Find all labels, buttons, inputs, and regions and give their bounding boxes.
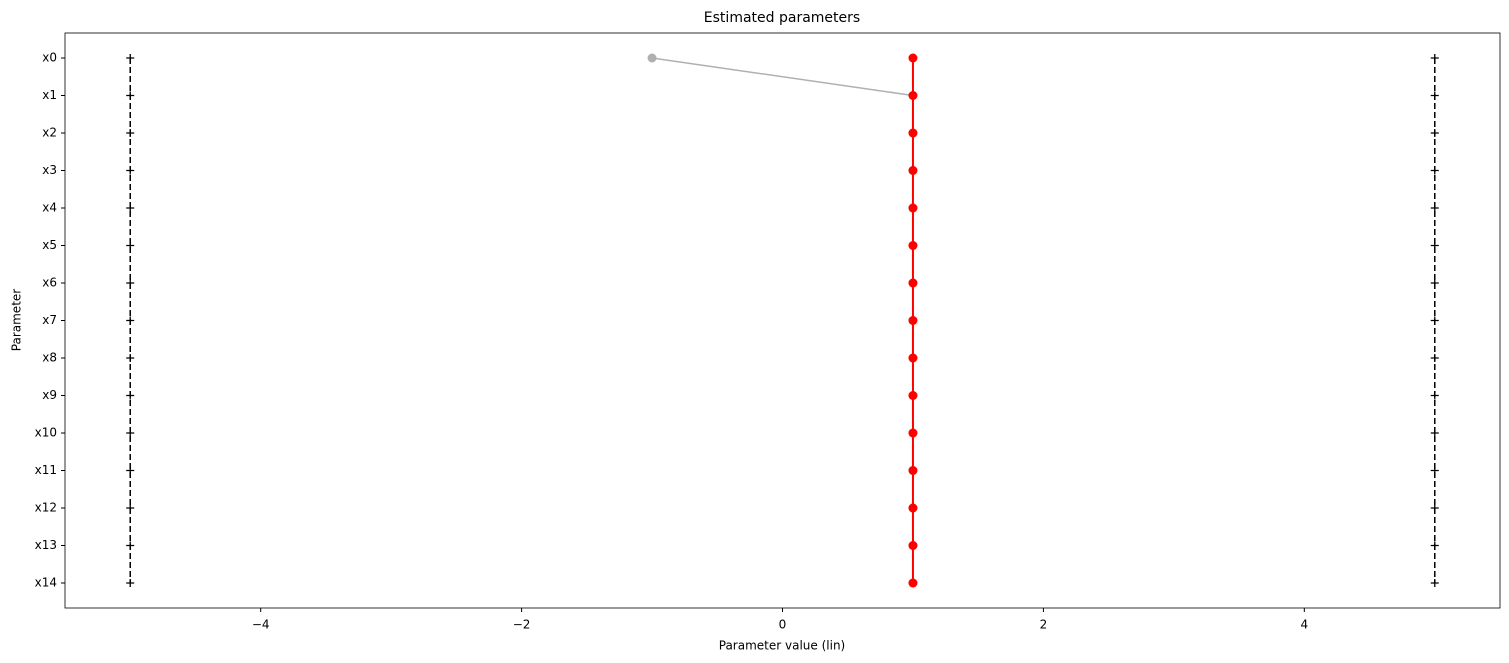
y-axis-label: Parameter [10, 289, 24, 351]
y-tick-label: x0 [42, 51, 57, 65]
point-marker [908, 541, 918, 550]
point-marker [908, 166, 918, 175]
point-marker [908, 241, 918, 250]
chart-title: Estimated parameters [704, 10, 860, 26]
y-tick-label: x11 [35, 463, 57, 477]
point-marker [126, 429, 135, 437]
point-marker [1430, 579, 1439, 587]
y-tick-label: x7 [42, 313, 57, 327]
point-marker [1430, 429, 1439, 437]
point-marker [908, 466, 918, 475]
x-axis-label: Parameter value (lin) [719, 639, 845, 653]
y-tick-label: x14 [35, 576, 57, 590]
point-marker [908, 503, 918, 513]
point-marker [1430, 279, 1439, 287]
x-tick-label: −2 [513, 618, 531, 632]
point-marker [1430, 91, 1439, 100]
point-marker [908, 53, 918, 63]
point-marker [1430, 54, 1439, 62]
point-marker [908, 578, 918, 588]
point-marker [1430, 241, 1439, 250]
point-marker [126, 166, 135, 175]
point-marker [126, 541, 135, 550]
y-tick-label: x9 [42, 388, 57, 402]
point-marker [126, 279, 135, 287]
point-marker [126, 204, 135, 212]
y-tick-label: x12 [35, 501, 57, 515]
x-tick-label: −4 [252, 618, 270, 632]
plot-frame [64, 32, 1501, 609]
point-marker [1430, 204, 1439, 212]
y-tick-label: x5 [42, 238, 57, 252]
y-tick-label: x1 [42, 88, 57, 102]
point-marker [1430, 354, 1439, 362]
point-marker [1430, 541, 1439, 550]
point-marker [126, 241, 135, 250]
point-marker [126, 354, 135, 362]
y-tick-label: x4 [42, 201, 57, 215]
x-tick-label: 2 [1040, 618, 1048, 632]
y-tick-label: x10 [35, 426, 57, 440]
point-marker [908, 203, 918, 213]
x-tick-label: 0 [779, 618, 787, 632]
y-tick-label: x13 [35, 538, 57, 552]
point-marker [908, 278, 918, 288]
point-marker [126, 91, 135, 100]
point-marker [647, 53, 657, 63]
point-marker [908, 353, 918, 363]
point-marker [1430, 504, 1439, 512]
point-marker [908, 428, 918, 438]
point-marker [126, 129, 135, 137]
point-marker [1430, 316, 1439, 325]
point-marker [126, 316, 135, 325]
point-marker [126, 504, 135, 512]
point-marker [1430, 466, 1439, 475]
point-marker [1430, 166, 1439, 175]
point-marker [1430, 129, 1439, 137]
point-marker [1430, 391, 1439, 400]
point-marker [126, 54, 135, 62]
x-tick-label: 4 [1300, 618, 1308, 632]
point-marker [908, 128, 918, 138]
point-marker [908, 91, 918, 100]
y-tick-label: x8 [42, 351, 57, 365]
y-tick-label: x3 [42, 163, 57, 177]
point-marker [908, 316, 918, 325]
y-tick-label: x6 [42, 276, 57, 290]
point-marker [908, 391, 918, 400]
series-line [651, 57, 914, 583]
point-marker [126, 466, 135, 475]
point-marker [126, 579, 135, 587]
y-tick-label: x2 [42, 126, 57, 140]
point-marker [126, 391, 135, 400]
